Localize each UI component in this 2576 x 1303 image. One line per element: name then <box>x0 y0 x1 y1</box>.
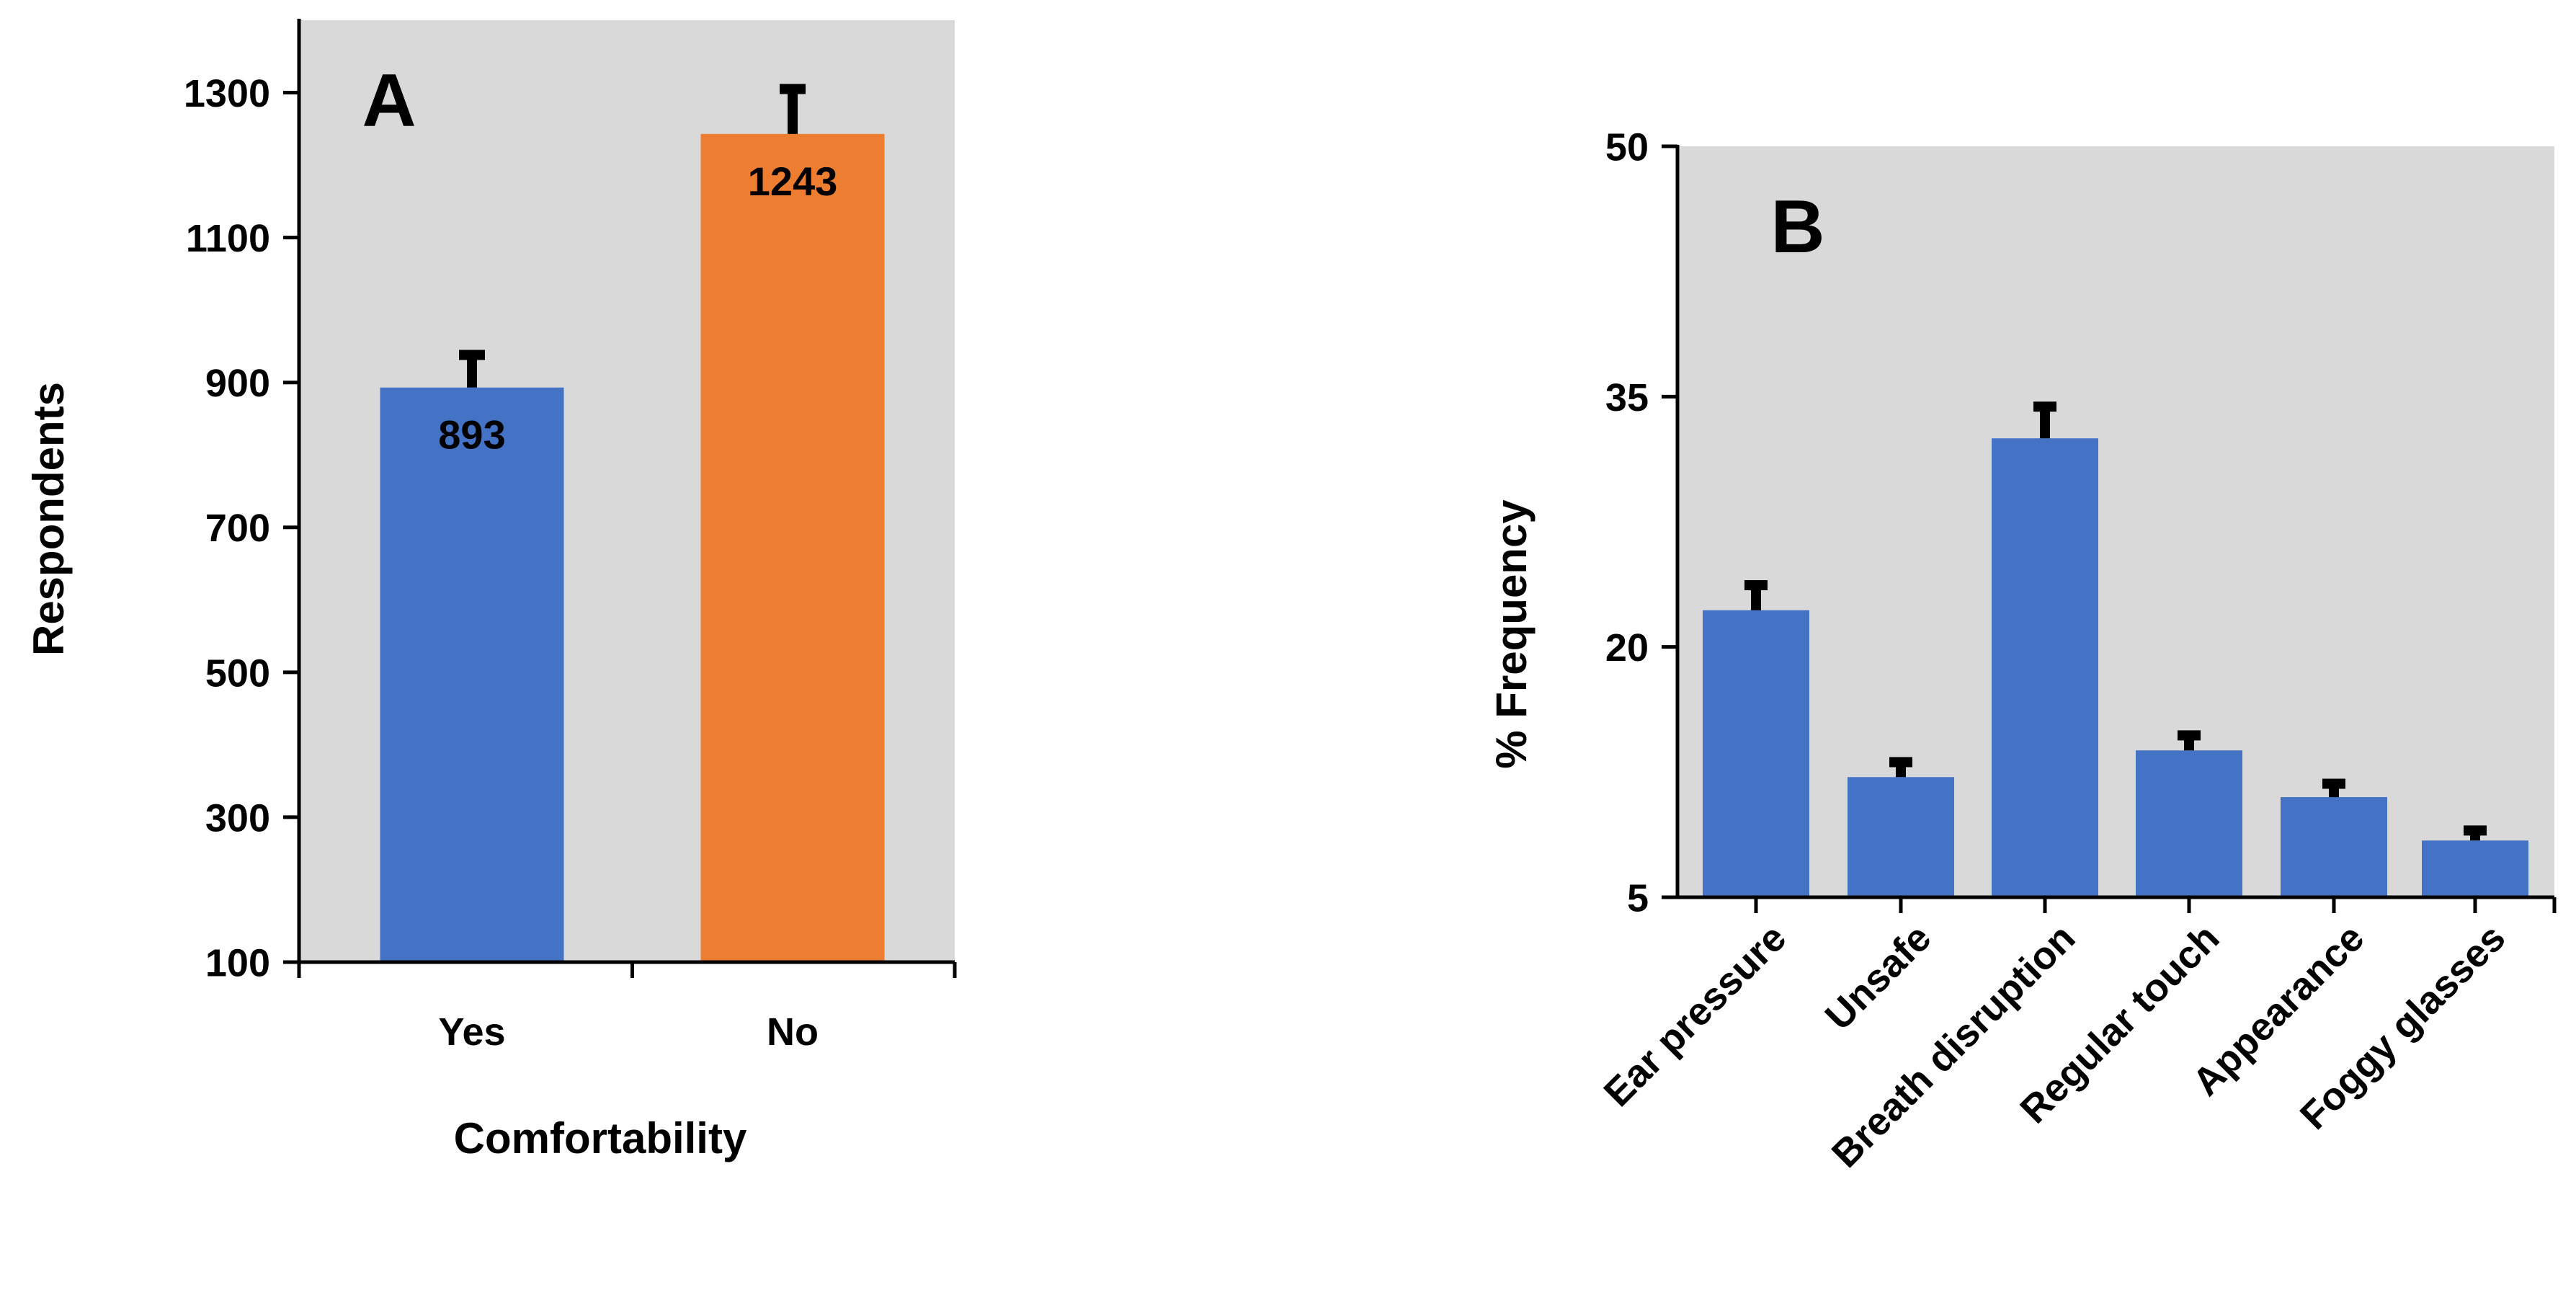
value-label-a-0: 893 <box>438 412 505 458</box>
error-bars-a <box>459 84 806 388</box>
y-tick-label-b-1: 20 <box>1605 626 1649 670</box>
error-bar-b-5 <box>2464 825 2487 841</box>
y-tick-label-a-4: 900 <box>205 362 270 405</box>
x-tick-label-a-1: No <box>767 1010 819 1054</box>
error-bar-b-2 <box>2033 401 2056 439</box>
x-tick-label-b-1: Unsafe <box>1817 916 1940 1039</box>
bar-b-4 <box>2281 797 2387 897</box>
value-label-a-1: 1243 <box>748 159 838 204</box>
bar-b-3 <box>2136 750 2242 897</box>
panel-label-b: B <box>1770 185 1824 269</box>
y-tick-label-b-0: 5 <box>1627 876 1649 920</box>
y-tick-label-b-2: 35 <box>1605 376 1649 419</box>
x-tick-label-a-0: Yes <box>438 1010 505 1054</box>
x-tick-label-b-2: Breath disruption <box>1824 916 2084 1176</box>
panel-label-a: A <box>362 59 416 143</box>
x-tick-label-b-0: Ear pressure <box>1596 916 1795 1115</box>
axes-a <box>283 19 957 978</box>
x-tick-labels-a: Yes No <box>438 1010 819 1054</box>
bar-a-0 <box>380 387 564 962</box>
y-tick-label-a-6: 1300 <box>184 72 270 115</box>
error-bars-b <box>1744 401 2487 841</box>
y-tick-label-a-5: 1100 <box>186 217 270 260</box>
bar-b-5 <box>2422 840 2528 897</box>
y-tick-labels-a: 100 300 500 700 900 1100 1300 <box>184 72 270 984</box>
plot-background-b <box>1677 146 2554 897</box>
x-axis-label-a: Comfortability <box>454 1114 747 1162</box>
y-tick-label-a-1: 300 <box>205 796 270 840</box>
bars-a <box>380 133 885 963</box>
error-bar-b-0 <box>1744 579 1768 610</box>
bars-b <box>1703 438 2528 897</box>
y-tick-label-b-3: 50 <box>1605 125 1649 169</box>
y-axis-label-a: Respondents <box>24 382 73 656</box>
bar-a-1 <box>700 133 885 963</box>
y-tick-labels-b: 5 20 35 50 <box>1605 125 1649 920</box>
error-bar-a-1 <box>780 84 806 134</box>
bar-b-0 <box>1703 610 1809 897</box>
bar-b-1 <box>1848 777 1954 897</box>
y-tick-label-a-3: 700 <box>205 507 270 550</box>
y-tick-label-a-0: 100 <box>205 941 270 984</box>
y-axis-label-b: % Frequency <box>1487 499 1536 769</box>
error-bar-b-3 <box>2178 730 2201 751</box>
error-bar-a-0 <box>459 350 485 388</box>
bar-b-2 <box>1992 438 2098 897</box>
error-bar-b-4 <box>2322 778 2345 798</box>
axes-b <box>1662 144 2557 913</box>
value-labels-a: 893 1243 <box>438 159 837 458</box>
y-tick-label-a-2: 500 <box>205 652 270 695</box>
error-bar-b-1 <box>1889 757 1912 778</box>
